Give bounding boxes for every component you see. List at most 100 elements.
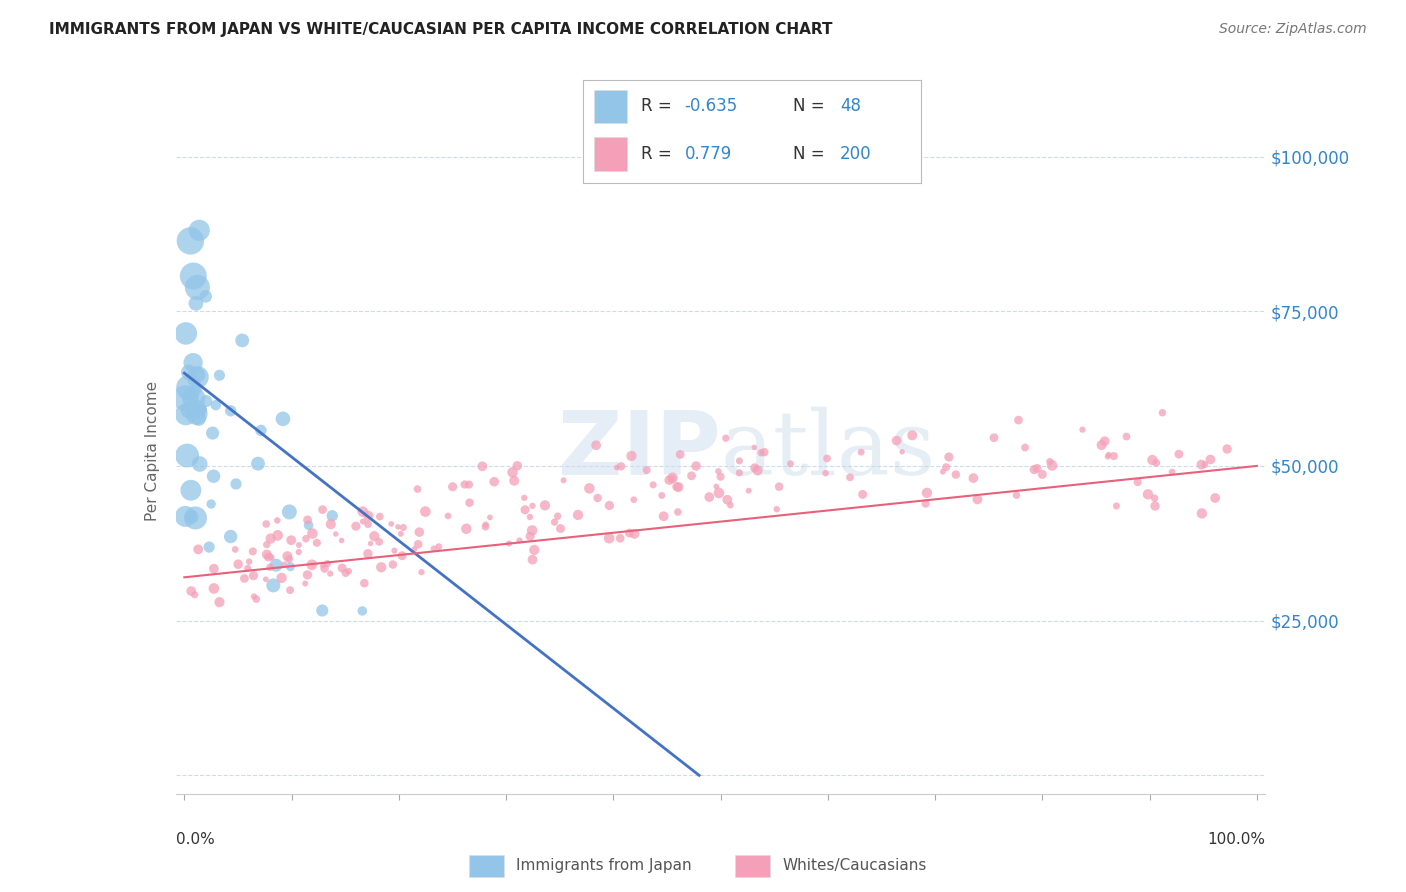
Point: [966, 492, 988, 507]
Point: [174, 509, 197, 524]
Point: [406, 537, 429, 551]
Point: [266, 528, 288, 542]
Point: [280, 533, 302, 548]
Text: 0.0%: 0.0%: [176, 831, 215, 847]
Point: [381, 558, 404, 572]
Point: [1126, 475, 1149, 490]
Point: [177, 365, 200, 379]
Point: [714, 431, 737, 445]
Point: [636, 463, 658, 477]
Point: [503, 474, 526, 488]
Point: [1143, 491, 1166, 506]
Point: [174, 391, 197, 405]
Point: [519, 529, 541, 543]
Point: [623, 526, 645, 541]
Point: [478, 510, 501, 524]
Point: [353, 576, 375, 591]
Point: [219, 404, 242, 418]
Point: [195, 394, 218, 409]
Point: [852, 487, 875, 501]
Point: [598, 531, 620, 545]
Point: [312, 558, 335, 573]
Point: [176, 449, 198, 463]
Point: [335, 566, 357, 580]
Point: [181, 268, 204, 283]
Point: [1094, 434, 1116, 449]
Point: [298, 518, 321, 533]
Point: [1204, 491, 1226, 505]
Point: [392, 520, 415, 534]
Point: [301, 558, 323, 572]
Point: [280, 559, 302, 574]
Point: [191, 402, 214, 417]
Point: [294, 576, 316, 591]
Point: [1098, 448, 1121, 462]
Point: [704, 479, 727, 493]
Point: [815, 451, 838, 466]
Point: [314, 561, 336, 575]
Point: [586, 491, 609, 505]
Point: [1026, 461, 1049, 475]
Point: [311, 603, 333, 617]
Point: [1005, 488, 1028, 502]
Point: [1040, 458, 1063, 473]
Point: [728, 454, 751, 468]
Point: [404, 542, 426, 557]
Point: [962, 471, 984, 485]
Point: [1091, 438, 1114, 452]
Point: [1115, 429, 1137, 443]
Point: [357, 508, 380, 523]
Point: [204, 398, 226, 412]
Point: [1102, 449, 1125, 463]
Point: [513, 491, 536, 505]
Point: [520, 524, 543, 538]
Text: 48: 48: [839, 97, 860, 115]
Point: [242, 544, 264, 558]
Point: [738, 483, 761, 498]
Point: [519, 510, 541, 524]
Point: [1105, 499, 1128, 513]
Point: [242, 568, 264, 582]
Point: [458, 496, 481, 510]
Point: [914, 497, 936, 511]
Point: [707, 464, 730, 478]
Point: [707, 486, 730, 500]
Point: [368, 534, 391, 549]
Point: [484, 475, 506, 489]
Point: [697, 490, 720, 504]
Point: [295, 532, 318, 546]
Point: [186, 402, 208, 417]
Point: [352, 505, 374, 519]
Point: [1144, 456, 1167, 470]
Point: [1024, 462, 1046, 476]
Point: [1031, 467, 1053, 482]
Point: [849, 445, 872, 459]
Point: [179, 234, 201, 248]
Point: [1144, 499, 1167, 513]
Point: [200, 497, 222, 511]
Text: N =: N =: [793, 97, 830, 115]
Point: [666, 505, 689, 519]
Point: [259, 532, 281, 546]
Point: [839, 470, 862, 484]
Point: [360, 536, 382, 550]
Point: [1097, 450, 1119, 464]
Bar: [593, 136, 627, 170]
Point: [681, 468, 703, 483]
Point: [259, 560, 281, 574]
Point: [387, 520, 409, 534]
Point: [174, 326, 197, 341]
Point: [1199, 452, 1222, 467]
Point: [423, 541, 446, 556]
Point: [547, 509, 569, 524]
Point: [543, 515, 565, 529]
Point: [609, 531, 631, 545]
Point: [243, 590, 266, 604]
Point: [652, 509, 675, 524]
Point: [658, 473, 681, 487]
Point: [256, 548, 278, 562]
Point: [669, 447, 692, 461]
Point: [368, 509, 391, 524]
Point: [202, 562, 225, 576]
Point: [201, 426, 224, 441]
